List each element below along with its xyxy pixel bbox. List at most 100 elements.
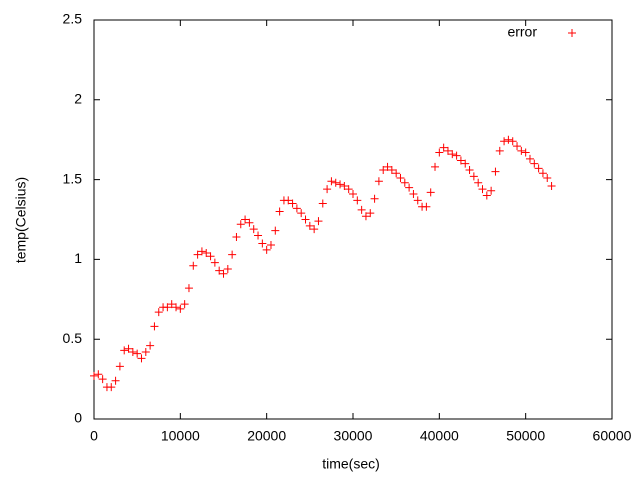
data-point [517, 146, 526, 155]
data-point [310, 225, 319, 234]
y-tick-label: 0 [74, 410, 82, 426]
data-point [400, 178, 409, 187]
data-point [189, 261, 198, 270]
data-point [236, 220, 245, 229]
data-point [413, 196, 422, 205]
data-point [275, 207, 284, 216]
data-point [409, 189, 418, 198]
data-point [487, 186, 496, 195]
data-point [435, 148, 444, 157]
x-tick-label: 0 [90, 428, 98, 444]
data-point [357, 205, 366, 214]
data-point [137, 354, 146, 363]
data-point [461, 159, 470, 168]
data-point [223, 264, 232, 273]
data-point [219, 269, 228, 278]
data-point [90, 371, 98, 380]
y-tick-label: 2 [74, 91, 82, 107]
data-point [241, 215, 250, 224]
data-point [439, 143, 448, 152]
data-point [271, 226, 280, 235]
data-point [491, 167, 500, 176]
data-point [228, 250, 237, 259]
data-point [210, 258, 219, 267]
data-point [482, 191, 491, 200]
data-point [262, 245, 271, 254]
data-point [543, 174, 552, 183]
y-axis-label: temp(Celsius) [13, 177, 29, 263]
data-point [469, 172, 478, 181]
y-tick-label: 1 [74, 250, 82, 266]
data-point [288, 199, 297, 208]
data-point [245, 218, 254, 227]
data-point [513, 142, 522, 151]
data-point [318, 199, 327, 208]
data-point [124, 344, 133, 353]
data-point [167, 300, 176, 309]
data-point [465, 166, 474, 175]
data-point [422, 202, 431, 211]
data-point [154, 308, 163, 317]
data-point [431, 162, 440, 171]
data-point [314, 217, 323, 226]
data-point [534, 164, 543, 173]
data-point [141, 347, 150, 356]
data-point [301, 215, 310, 224]
data-point [331, 178, 340, 187]
data-point [305, 221, 314, 230]
data-point [478, 185, 487, 194]
data-point [474, 178, 483, 187]
data-point [327, 177, 336, 186]
data-point [184, 284, 193, 293]
data-point [292, 204, 301, 213]
data-point [521, 148, 530, 157]
data-point [405, 183, 414, 192]
data-point [547, 181, 556, 190]
plot-border [93, 19, 613, 420]
data-point [180, 300, 189, 309]
data-point [538, 169, 547, 178]
data-point [115, 362, 124, 371]
data-point [266, 241, 275, 250]
legend-label: error [507, 24, 537, 40]
data-point [456, 156, 465, 165]
data-point [232, 233, 241, 242]
x-tick-label: 60000 [593, 428, 632, 444]
data-point [206, 252, 215, 261]
data-point [379, 166, 388, 175]
data-point [172, 303, 181, 312]
x-tick-label: 30000 [334, 428, 373, 444]
data-point [340, 181, 349, 190]
data-point [426, 188, 435, 197]
data-point [448, 150, 457, 159]
x-tick-label: 40000 [420, 428, 459, 444]
data-point [370, 194, 379, 203]
data-point [133, 349, 142, 358]
data-point [146, 341, 155, 350]
data-point [452, 151, 461, 160]
data-point [111, 376, 120, 385]
data-point [163, 303, 172, 312]
data-point [215, 266, 224, 275]
data-point [353, 196, 362, 205]
data-point [361, 212, 370, 221]
data-point [94, 370, 103, 379]
data-point [193, 250, 202, 259]
data-point [349, 189, 357, 198]
data-point [284, 196, 293, 205]
x-axis-label: time(sec) [322, 456, 380, 472]
data-point [107, 383, 116, 392]
x-tick-label: 20000 [247, 428, 286, 444]
x-tick-label: 50000 [506, 428, 545, 444]
data-point [344, 185, 353, 194]
data-point [443, 146, 452, 155]
data-point [128, 347, 137, 356]
data-point [374, 177, 383, 186]
data-point [249, 225, 258, 234]
y-tick-label: 0.5 [63, 330, 83, 346]
data-point [508, 137, 517, 146]
data-point [176, 304, 185, 313]
legend-marker [568, 29, 576, 37]
data-point [504, 135, 513, 144]
